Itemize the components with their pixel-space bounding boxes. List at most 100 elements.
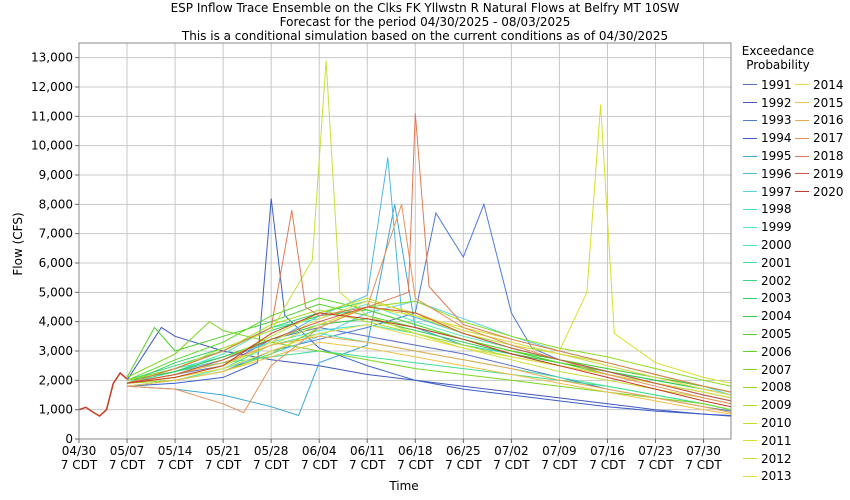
x-tick-label-date: 04/30 [62,444,97,458]
y-tick-label: 11,000 [31,109,73,123]
legend-label: 1996 [761,166,792,181]
legend-item-1995: 1995 [743,147,792,165]
y-tick-label: 1,000 [39,403,73,417]
legend-label: 2000 [761,238,792,253]
legend-swatch [743,440,757,442]
legend-item-2004: 2004 [743,307,792,325]
legend-label: 2014 [813,77,844,92]
chart-subtitle-conditions: This is a conditional simulation based o… [181,29,669,43]
legend-label: 2011 [761,433,792,448]
series-line-1992 [126,326,732,417]
y-tick-label: 2,000 [39,373,73,387]
x-tick-label-time: 7 CDT [541,458,578,472]
legend-item-1992: 1992 [743,94,792,112]
legend-item-2007: 2007 [743,361,792,379]
x-tick-label-time: 7 CDT [445,458,482,472]
series-line-2011 [126,104,732,384]
legend-item-2012: 2012 [743,450,792,468]
legend-item-2008: 2008 [743,379,792,397]
legend-swatch [743,351,757,353]
legend-item-2016: 2016 [795,112,844,130]
series-line-1995 [126,204,732,417]
series-line-2019 [126,306,732,402]
legend-swatch [743,315,757,317]
y-tick-label: 4,000 [39,315,73,329]
legend-swatch [795,137,809,139]
legend-swatch [743,386,757,388]
legend-label: 1993 [761,113,792,128]
x-tick-label-date: 07/16 [590,444,625,458]
x-tick-label-time: 7 CDT [205,458,242,472]
legend-title-line-2: Probability [746,58,810,72]
series-line-2014 [126,300,732,396]
x-tick-label-date: 07/02 [494,444,529,458]
x-tick-label-date: 06/25 [446,444,481,458]
chart-subtitle-period: Forecast for the period 04/30/2025 - 08/… [279,15,571,29]
legend-item-2017: 2017 [795,129,844,147]
y-axis-ticks: 0 1,000 2,000 3,000 4,000 5,000 6,000 7,000 8,00… [31,51,79,446]
legend-swatch [795,84,809,86]
legend-label: 2005 [761,327,792,342]
series-line-2004 [126,318,732,396]
legend-label: 1998 [761,202,792,217]
legend-label: 2010 [761,416,792,431]
legend-label: 1999 [761,220,792,235]
legend-swatch [743,404,757,406]
legend-label: 1991 [761,77,792,92]
x-tick-label-time: 7 CDT [349,458,386,472]
y-tick-label: 5,000 [39,285,73,299]
x-tick-label-time: 7 CDT [685,458,722,472]
legend-title: Exceedance Probability [737,44,819,72]
legend-label: 1992 [761,95,792,110]
x-tick-label-date: 05/14 [158,444,193,458]
legend-swatch [743,208,757,210]
y-tick-label: 0 [65,432,73,446]
common-start-trace [78,371,128,418]
legend-item-2014: 2014 [795,76,844,94]
legend-item-2005: 2005 [743,325,792,343]
series-line-2007 [126,321,732,411]
legend-item-2001: 2001 [743,254,792,272]
legend-swatch [743,226,757,228]
legend-swatch [795,155,809,157]
legend-swatch [743,369,757,371]
x-tick-label-time: 7 CDT [109,458,146,472]
legend-item-2000: 2000 [743,236,792,254]
legend-item-1991: 1991 [743,76,792,94]
legend-swatch [795,102,809,104]
series-line-2018 [126,113,732,393]
legend-label: 2008 [761,380,792,395]
legend-label: 2003 [761,291,792,306]
legend-item-2013: 2013 [743,468,792,486]
legend: Exceedance Probability 1991 1992 1993 1994 1… [737,44,850,483]
legend-title-line-1: Exceedance [741,44,815,58]
legend-item-2019: 2019 [795,165,844,183]
legend-swatch [743,173,757,175]
series-line-2017 [126,204,732,414]
legend-item-2010: 2010 [743,414,792,432]
y-tick-label: 3,000 [39,344,73,358]
legend-label: 1995 [761,149,792,164]
x-tick-label-date: 05/07 [110,444,145,458]
x-tick-label-time: 7 CDT [157,458,194,472]
y-tick-label: 9,000 [39,168,73,182]
series-line-2020 [126,312,732,408]
legend-item-1999: 1999 [743,218,792,236]
legend-item-1998: 1998 [743,201,792,219]
series-line-1994 [126,198,732,416]
legend-swatch [743,102,757,104]
x-tick-label-time: 7 CDT [397,458,434,472]
legend-column-1: 1991 1992 1993 1994 1995 1996 1997 1998 1999 2000… [743,76,792,485]
legend-item-2009: 2009 [743,396,792,414]
y-tick-label: 8,000 [39,197,73,211]
legend-swatch [743,191,757,193]
x-tick-label-date: 07/23 [638,444,673,458]
legend-item-2002: 2002 [743,272,792,290]
x-tick-label-time: 7 CDT [301,458,338,472]
y-tick-label: 13,000 [31,51,73,65]
legend-swatch [743,119,757,121]
legend-swatch [743,84,757,86]
series-line-2015 [126,341,732,415]
x-tick-label-date: 07/30 [686,444,721,458]
